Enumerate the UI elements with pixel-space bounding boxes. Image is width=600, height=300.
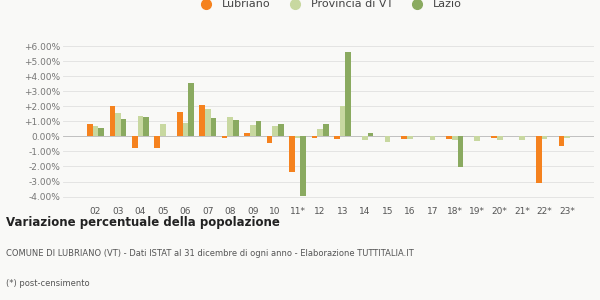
Bar	[446, 136, 452, 140]
Bar	[564, 136, 570, 138]
Bar	[407, 136, 413, 140]
Text: (*) post-censimento: (*) post-censimento	[6, 279, 89, 288]
Text: COMUNE DI LUBRIANO (VT) - Dati ISTAT al 31 dicembre di ogni anno - Elaborazione : COMUNE DI LUBRIANO (VT) - Dati ISTAT al …	[6, 249, 414, 258]
Legend: Lubriano, Provincia di VT, Lazio: Lubriano, Provincia di VT, Lazio	[191, 0, 466, 14]
Bar	[295, 136, 301, 138]
Bar	[362, 136, 368, 140]
Bar	[368, 133, 373, 136]
Bar	[137, 116, 143, 136]
Bar	[110, 106, 115, 136]
Bar	[340, 106, 346, 136]
Bar	[227, 117, 233, 136]
Bar	[177, 112, 182, 136]
Bar	[559, 136, 564, 146]
Bar	[542, 136, 547, 139]
Bar	[154, 136, 160, 148]
Bar	[211, 118, 216, 136]
Bar	[311, 136, 317, 138]
Bar	[346, 52, 351, 136]
Bar	[115, 113, 121, 136]
Bar	[491, 136, 497, 138]
Bar	[497, 136, 503, 140]
Bar	[317, 129, 323, 136]
Bar	[458, 136, 463, 167]
Bar	[520, 136, 525, 140]
Bar	[323, 124, 329, 136]
Bar	[385, 136, 390, 142]
Bar	[452, 136, 458, 140]
Bar	[301, 136, 306, 196]
Bar	[93, 126, 98, 136]
Bar	[132, 136, 137, 148]
Bar	[188, 83, 194, 136]
Bar	[199, 105, 205, 136]
Bar	[160, 124, 166, 136]
Bar	[233, 120, 239, 136]
Bar	[334, 136, 340, 139]
Bar	[143, 117, 149, 136]
Bar	[222, 136, 227, 138]
Bar	[256, 122, 261, 136]
Bar	[121, 119, 127, 136]
Bar	[87, 124, 93, 136]
Bar	[250, 125, 256, 136]
Bar	[430, 136, 435, 140]
Bar	[289, 136, 295, 172]
Bar	[536, 136, 542, 183]
Bar	[475, 136, 480, 141]
Bar	[205, 110, 211, 136]
Bar	[272, 126, 278, 136]
Bar	[98, 128, 104, 136]
Bar	[182, 123, 188, 136]
Bar	[278, 124, 284, 136]
Bar	[244, 133, 250, 136]
Bar	[267, 136, 272, 143]
Bar	[401, 136, 407, 140]
Text: Variazione percentuale della popolazione: Variazione percentuale della popolazione	[6, 216, 280, 229]
